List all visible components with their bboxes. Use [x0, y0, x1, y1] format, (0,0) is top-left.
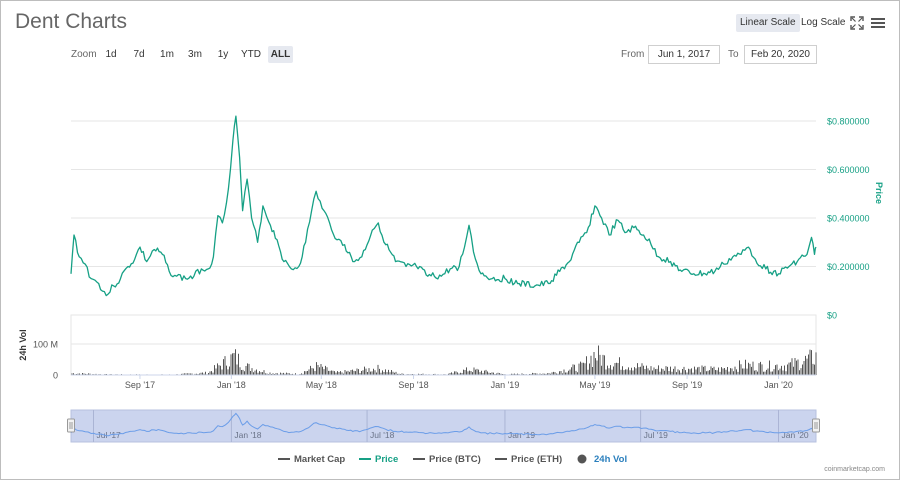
x-tick-label: Sep '17 — [125, 380, 155, 390]
price-series-line — [70, 115, 817, 297]
navigator-tick-label: Jul '18 — [370, 430, 395, 440]
zoom-all-button[interactable]: ALL — [268, 46, 293, 63]
legend-circle-icon — [577, 454, 587, 464]
zoom-ytd-button[interactable]: YTD — [241, 49, 261, 60]
zoom-label: Zoom — [71, 49, 97, 60]
price-tick-label: $0.800000 — [827, 117, 870, 127]
fullscreen-icon[interactable] — [850, 16, 864, 30]
menu-icon[interactable] — [870, 16, 886, 30]
legend-label: Market Cap — [294, 454, 345, 465]
to-label: To — [728, 49, 739, 60]
log-scale-button[interactable]: Log Scale — [801, 17, 846, 28]
x-tick-label: May '19 — [579, 380, 610, 390]
price-axis-label: Price — [874, 182, 884, 204]
x-tick-label: Jan '19 — [491, 380, 520, 390]
price-tick-label: $0.400000 — [827, 214, 870, 224]
navigator-tick-label: Jul '17 — [96, 430, 121, 440]
linear-scale-button[interactable]: Linear Scale — [736, 14, 800, 32]
x-tick-label: May '18 — [306, 380, 337, 390]
volume-series — [71, 345, 817, 375]
legend-label: 24h Vol — [594, 454, 627, 465]
x-tick-label: Jan '20 — [764, 380, 793, 390]
price-tick-label: $0.600000 — [827, 165, 870, 175]
legend-item[interactable]: Market Cap — [278, 454, 345, 465]
volume-axis-label: 24h Vol — [18, 329, 28, 360]
legend-label: Price (BTC) — [429, 454, 481, 465]
x-tick-label: Sep '19 — [672, 380, 702, 390]
legend-item[interactable]: Price — [359, 454, 398, 465]
price-tick-label: $0.200000 — [827, 262, 870, 272]
legend-item[interactable]: 24h Vol — [577, 454, 628, 465]
legend-item[interactable]: Price (BTC) — [413, 454, 481, 465]
navigator-tick-label: Jan '18 — [234, 430, 261, 440]
volume-tick-label: 0 — [53, 371, 58, 381]
navigator-tick-label: Jul '19 — [644, 430, 669, 440]
volume-tick-label: 100 M — [33, 340, 58, 350]
credit-text: coinmarketcap.com — [824, 466, 885, 473]
zoom-7d-button[interactable]: 7d — [133, 49, 145, 60]
navigator-left-handle[interactable] — [67, 418, 75, 433]
legend-label: Price — [375, 454, 398, 465]
x-tick-label: Sep '18 — [398, 380, 428, 390]
volume-panel-frame — [70, 314, 817, 376]
navigator-series-line — [70, 412, 817, 437]
navigator-selection — [70, 409, 817, 443]
zoom-1y-button[interactable]: 1y — [217, 49, 229, 60]
zoom-1d-button[interactable]: 1d — [105, 49, 117, 60]
legend-label: Price (ETH) — [511, 454, 562, 465]
price-tick-label: $0 — [827, 311, 837, 321]
legend-item[interactable]: Price (ETH) — [495, 454, 562, 465]
zoom-1m-button[interactable]: 1m — [160, 49, 174, 60]
to-date-input[interactable]: Feb 20, 2020 — [744, 45, 817, 64]
zoom-3m-button[interactable]: 3m — [188, 49, 202, 60]
from-date-input[interactable]: Jun 1, 2017 — [648, 45, 720, 64]
from-label: From — [621, 49, 645, 60]
navigator-tick-label: Jan '20 — [782, 430, 809, 440]
x-tick-label: Jan '18 — [217, 380, 246, 390]
navigator-right-handle[interactable] — [812, 418, 820, 433]
navigator-tick-label: Jan '19 — [508, 430, 535, 440]
page-title: Dent Charts — [15, 10, 128, 33]
